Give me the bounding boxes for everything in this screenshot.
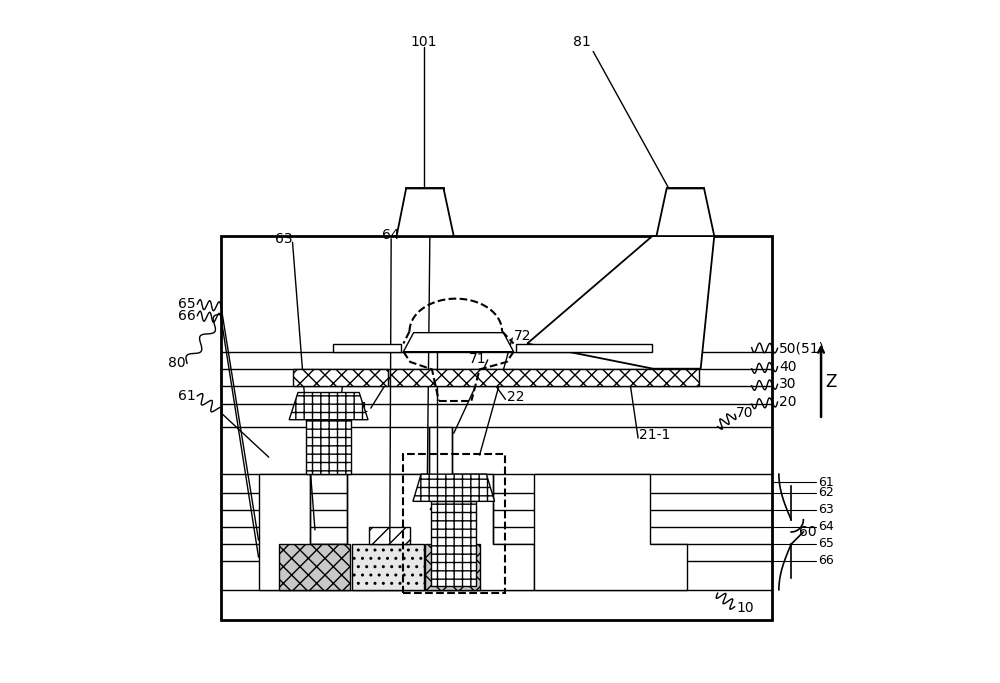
Bar — [333, 344, 401, 352]
Text: 63: 63 — [818, 503, 834, 516]
Text: 61: 61 — [178, 389, 195, 403]
Text: 10: 10 — [736, 601, 754, 615]
Bar — [431, 501, 476, 587]
Text: 71: 71 — [352, 401, 369, 415]
Text: 64: 64 — [382, 227, 400, 242]
Bar — [352, 544, 424, 590]
Bar — [221, 236, 772, 620]
Bar — [279, 544, 350, 590]
Text: 81: 81 — [573, 36, 591, 49]
Bar — [425, 544, 480, 590]
Polygon shape — [259, 426, 534, 590]
Text: 66: 66 — [818, 554, 834, 567]
Bar — [390, 370, 699, 386]
Bar — [293, 370, 388, 386]
Text: 22: 22 — [507, 390, 524, 404]
Text: 71: 71 — [469, 352, 486, 365]
Text: 66: 66 — [178, 309, 195, 322]
Text: 20: 20 — [779, 395, 796, 409]
Text: 65: 65 — [178, 297, 195, 311]
Bar — [667, 189, 704, 236]
Text: 63: 63 — [275, 232, 293, 247]
Text: 30: 30 — [779, 377, 796, 391]
Bar — [306, 420, 351, 474]
Text: 70: 70 — [736, 406, 754, 420]
Text: 64: 64 — [818, 520, 834, 533]
Bar — [516, 344, 652, 352]
Text: 50(51): 50(51) — [779, 342, 825, 355]
Text: 62: 62 — [818, 486, 834, 499]
Polygon shape — [534, 474, 687, 590]
Polygon shape — [527, 236, 714, 369]
Bar — [369, 527, 410, 544]
Text: 72: 72 — [514, 329, 531, 343]
Text: 80: 80 — [168, 357, 186, 370]
Text: 61: 61 — [818, 476, 834, 489]
Bar — [403, 454, 505, 593]
Text: Z: Z — [825, 374, 837, 391]
Text: 21-1: 21-1 — [639, 428, 671, 442]
Polygon shape — [289, 393, 368, 420]
Text: 62: 62 — [418, 219, 436, 233]
Polygon shape — [403, 333, 514, 352]
Polygon shape — [397, 189, 454, 236]
Polygon shape — [413, 474, 495, 501]
Text: 40: 40 — [779, 360, 796, 374]
Text: 41: 41 — [429, 502, 446, 516]
Text: 101: 101 — [411, 36, 437, 49]
Text: 65: 65 — [818, 537, 834, 550]
Bar — [406, 189, 444, 236]
Text: 60: 60 — [799, 525, 817, 539]
Text: 21-2: 21-2 — [310, 432, 341, 446]
Polygon shape — [656, 189, 714, 236]
